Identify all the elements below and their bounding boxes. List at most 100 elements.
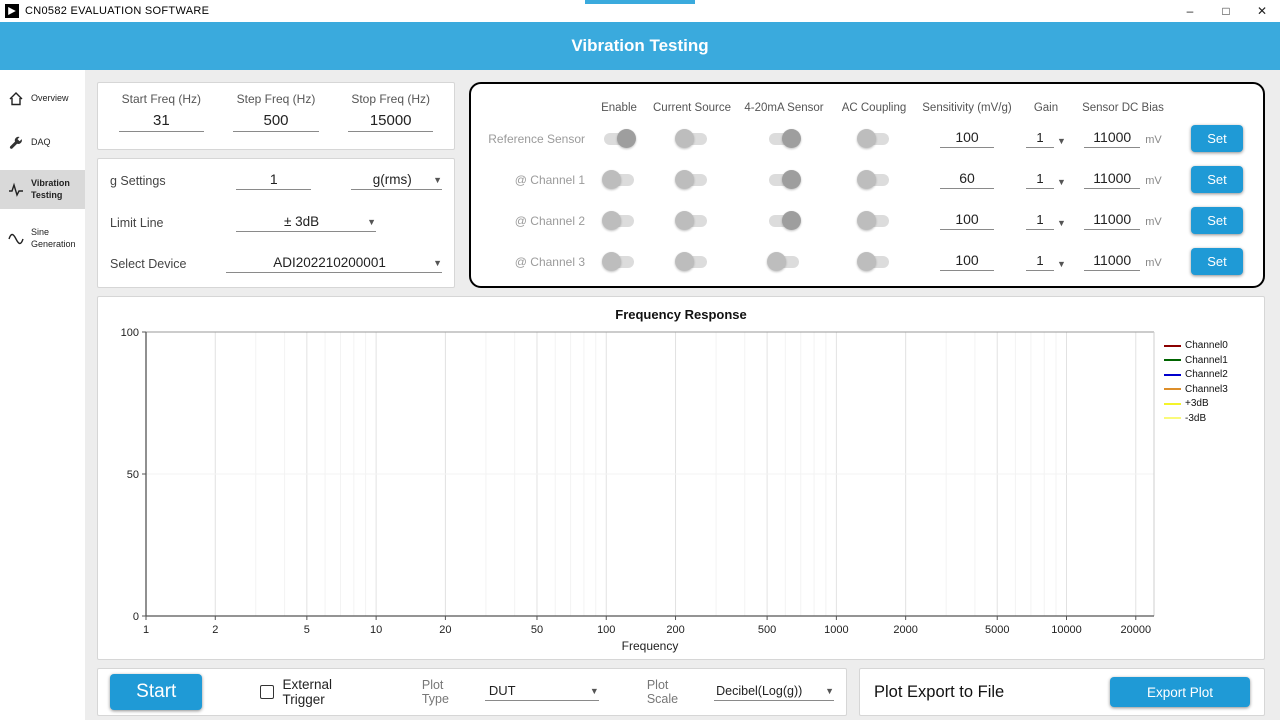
g-unit-dropdown[interactable]: g(rms) ▼ [351, 172, 442, 190]
sensitivity-input[interactable]: 100 [940, 211, 994, 230]
external-trigger-checkbox[interactable] [260, 685, 275, 699]
chevron-down-icon: ▼ [433, 174, 442, 185]
chevron-down-icon: ▼ [1057, 217, 1066, 228]
legend-item: Channel3 [1164, 384, 1256, 395]
gain-dropdown[interactable]: 1 ▼ [1026, 130, 1066, 148]
legend-label: +3dB [1185, 398, 1209, 409]
y-tick-label: 0 [133, 611, 139, 623]
ac-coupling-toggle[interactable] [857, 211, 889, 230]
x-tick-label: 1000 [824, 624, 848, 636]
x-tick-label: 5000 [985, 624, 1009, 636]
close-button[interactable]: ✕ [1256, 4, 1268, 18]
current-source-toggle[interactable] [675, 170, 707, 189]
device-dropdown[interactable]: ADI202210200001 ▼ [226, 255, 442, 273]
start-freq-input[interactable]: 31 [118, 112, 204, 132]
x-tick-label: 200 [666, 624, 684, 636]
g-value-input[interactable]: 1 [236, 171, 312, 190]
sidebar-item-sine-generation[interactable]: Sine Generation [0, 219, 85, 258]
channel-row-reference: Reference Sensor 100 1 ▼ 11000 mV Set [475, 118, 1253, 159]
sensitivity-input[interactable]: 100 [940, 252, 994, 271]
set-button[interactable]: Set [1191, 248, 1243, 275]
legend-label: Channel2 [1185, 369, 1228, 380]
legend-item: +3dB [1164, 398, 1256, 409]
plot-scale-label: Plot Scale [646, 678, 679, 706]
mv-unit-label: mV [1145, 257, 1162, 269]
420ma-sensor-toggle[interactable] [769, 211, 801, 230]
ac-coupling-toggle[interactable] [857, 252, 889, 271]
gain-dropdown[interactable]: 1 ▼ [1026, 253, 1066, 271]
export-plot-button[interactable]: Export Plot [1110, 677, 1250, 707]
maximize-button[interactable]: □ [1222, 4, 1230, 18]
x-tick-label: 100 [597, 624, 615, 636]
sidebar-item-overview[interactable]: Overview [0, 82, 85, 116]
set-button[interactable]: Set [1191, 166, 1243, 193]
col-sensitivity: Sensitivity (mV/g) [922, 102, 1012, 114]
420ma-sensor-toggle[interactable] [767, 252, 799, 271]
current-source-toggle[interactable] [675, 129, 707, 148]
col-420ma-sensor: 4-20mA Sensor [744, 102, 824, 114]
current-source-toggle[interactable] [675, 252, 707, 271]
enable-toggle[interactable] [602, 211, 634, 230]
ac-coupling-toggle[interactable] [857, 170, 889, 189]
legend-label: -3dB [1185, 412, 1207, 424]
start-button[interactable]: Start [110, 674, 203, 710]
enable-toggle[interactable] [602, 252, 634, 271]
step-freq-input[interactable]: 500 [233, 112, 319, 132]
dc-bias-input[interactable]: 11000 [1084, 252, 1141, 271]
x-tick-label: 500 [758, 624, 776, 636]
stop-freq-input[interactable]: 15000 [348, 112, 434, 132]
dc-bias-input[interactable]: 11000 [1084, 170, 1141, 189]
col-sensor-dc-bias: Sensor DC Bias [1082, 102, 1164, 114]
chevron-down-icon: ▼ [367, 216, 376, 227]
frequency-settings-panel: Start Freq (Hz) 31 Step Freq (Hz) 500 St… [97, 82, 455, 150]
legend-item: Channel2 [1164, 369, 1256, 380]
plot-scale-dropdown[interactable]: Decibel(Log(g)) ▼ [714, 684, 835, 701]
gain-dropdown[interactable]: 1 ▼ [1026, 171, 1066, 189]
plot-type-dropdown[interactable]: DUT ▼ [484, 683, 599, 701]
enable-toggle[interactable] [602, 170, 634, 189]
dc-bias-input[interactable]: 11000 [1084, 129, 1141, 148]
legend-item: Channel0 [1164, 340, 1256, 351]
gain-dropdown[interactable]: 1 ▼ [1026, 212, 1066, 230]
external-trigger-label: External Trigger [282, 677, 332, 707]
x-tick-label: 50 [531, 624, 543, 636]
page-header: Vibration Testing [0, 22, 1280, 70]
legend-label: Channel0 [1185, 340, 1228, 351]
x-tick-label: 20 [439, 624, 451, 636]
legend-label: Channel1 [1185, 354, 1228, 366]
legend-swatch [1164, 388, 1181, 390]
enable-toggle[interactable] [604, 129, 636, 148]
home-icon [7, 91, 25, 107]
420ma-sensor-toggle[interactable] [769, 170, 801, 189]
dc-bias-input[interactable]: 11000 [1084, 211, 1141, 230]
col-current-source: Current Source [653, 102, 731, 114]
current-source-toggle[interactable] [675, 211, 707, 230]
select-device-label: Select Device [110, 257, 187, 271]
sensitivity-input[interactable]: 60 [940, 170, 994, 189]
x-tick-label: 2 [212, 624, 218, 636]
titlebar: CN0582 EVALUATION SOFTWARE – □ ✕ [0, 0, 1280, 22]
col-gain: Gain [1033, 102, 1059, 114]
legend-label: Channel3 [1185, 383, 1228, 395]
x-tick-label: 5 [304, 624, 310, 636]
step-freq-label: Step Freq (Hz) [236, 92, 316, 106]
minimize-button[interactable]: – [1186, 4, 1194, 18]
set-button[interactable]: Set [1191, 207, 1243, 234]
limit-line-dropdown[interactable]: ± 3dB ▼ [236, 214, 376, 232]
x-tick-label: 2000 [893, 624, 917, 636]
channel-row-3: @ Channel 3 100 1 ▼ 11000 mV Set [475, 241, 1253, 282]
legend-item: -3dB [1164, 413, 1256, 424]
adi-logo-icon [5, 4, 19, 18]
g-settings-label: g Settings [110, 173, 166, 188]
window-controls: – □ ✕ [1172, 0, 1280, 22]
legend-swatch [1164, 402, 1181, 405]
x-tick-label: 10 [370, 624, 382, 636]
ac-coupling-toggle[interactable] [857, 129, 889, 148]
sidebar-item-daq[interactable]: DAQ [0, 126, 85, 160]
sidebar-item-vibration-testing[interactable]: Vibration Testing [0, 170, 85, 210]
frequency-response-panel: Frequency Response 1 2 5 10 20 50 100 200 500 100… [97, 296, 1265, 660]
sensitivity-input[interactable]: 100 [940, 129, 994, 148]
window-title: CN0582 EVALUATION SOFTWARE [25, 5, 210, 17]
set-button[interactable]: Set [1191, 125, 1243, 152]
420ma-sensor-toggle[interactable] [769, 129, 801, 148]
